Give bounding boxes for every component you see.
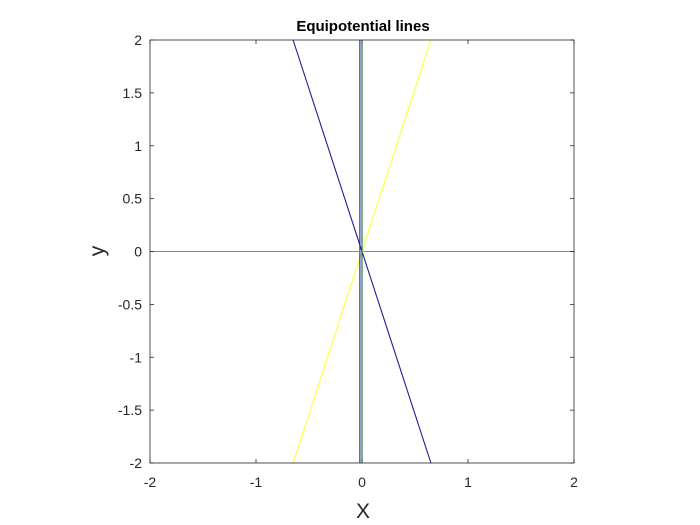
y-tick-label: 0 [134, 244, 142, 260]
y-tick-label: -1 [130, 349, 143, 365]
x-tick-label: 2 [570, 474, 578, 490]
y-tick-label: 1 [134, 138, 142, 154]
x-tick-label: 0 [358, 474, 366, 490]
chart-title: Equipotential lines [296, 18, 429, 35]
y-tick-label: -1.5 [118, 402, 142, 418]
x-ticks: -2 -1 0 1 2 [144, 40, 578, 490]
y-tick-label: 1.5 [123, 85, 143, 101]
x-tick-label: 1 [464, 474, 472, 490]
y-tick-label: -2 [130, 455, 143, 471]
y-tick-label: -0.5 [118, 296, 142, 312]
y-axis-label: y [86, 245, 109, 256]
y-tick-label: 2 [134, 32, 142, 48]
y-ticks: 2 1.5 1 0.5 0 -0.5 -1 -1.5 -2 [118, 32, 574, 471]
y-tick-label: 0.5 [123, 191, 143, 207]
x-tick-label: -2 [144, 474, 157, 490]
x-tick-label: -1 [250, 474, 263, 490]
series-layer [150, 39, 574, 464]
x-axis-label: X [356, 500, 370, 523]
plot-area: -2 -1 0 1 2 2 1.5 1 0.5 0 -0.5 -1 -1.5 -2 [118, 32, 578, 490]
